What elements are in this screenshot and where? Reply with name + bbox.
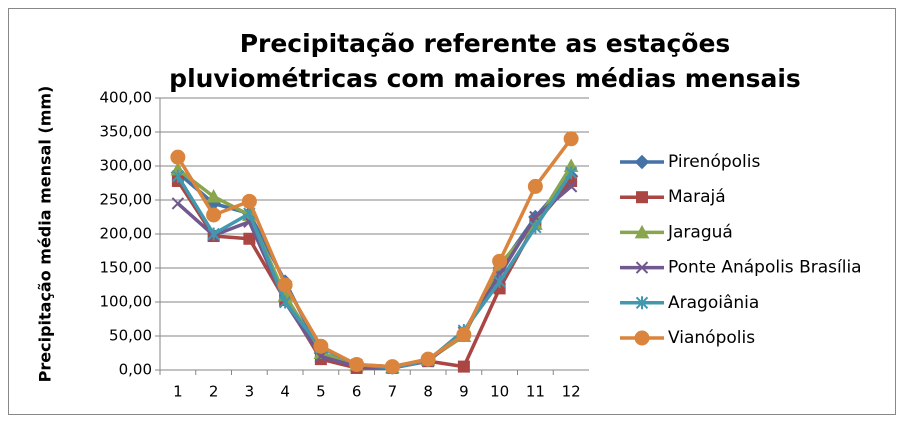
x-tick-label: 6 — [352, 383, 362, 401]
y-tick-label: 200,00 — [100, 225, 153, 243]
legend-marker — [636, 191, 648, 204]
marker — [171, 197, 185, 210]
legend-label: Marajá — [668, 187, 726, 207]
legend-marker — [635, 261, 649, 274]
legend-label: Aragoiânia — [668, 293, 759, 313]
y-axis-label: Precipitação média mensal (mm) — [36, 86, 55, 383]
x-tick-label: 2 — [209, 383, 219, 401]
x-tick-label: 5 — [316, 383, 326, 401]
x-tick-label: 1 — [173, 383, 183, 401]
y-tick-label: 50,00 — [109, 327, 152, 345]
x-tick-label: 4 — [280, 383, 290, 401]
y-tick-label: 350,00 — [100, 123, 153, 141]
marker — [420, 351, 436, 367]
legend-marker — [634, 154, 650, 170]
marker — [206, 189, 221, 203]
chart-frame — [8, 8, 896, 415]
marker — [313, 338, 329, 354]
marker — [277, 277, 293, 293]
marker — [564, 166, 578, 180]
marker — [170, 149, 186, 165]
marker — [493, 275, 506, 289]
y-tick-label: 150,00 — [100, 259, 153, 277]
x-tick-label: 12 — [562, 383, 581, 401]
y-tick-label: 0,00 — [119, 361, 152, 379]
x-tick-label: 9 — [459, 383, 469, 401]
legend-marker — [634, 330, 650, 346]
legend-label: Pirenópolis — [668, 152, 760, 172]
legend-label: Jaraguá — [667, 222, 733, 242]
chart-title: Precipitação referente as estações — [240, 29, 731, 58]
marker — [563, 131, 579, 147]
y-tick-label: 100,00 — [100, 293, 153, 311]
x-tick-label: 7 — [388, 383, 398, 401]
legend-label: Ponte Anápolis Brasília — [668, 258, 862, 278]
marker — [492, 253, 508, 269]
marker — [207, 227, 220, 241]
marker — [456, 327, 472, 343]
x-tick-label: 10 — [490, 383, 509, 401]
marker — [349, 357, 365, 373]
marker — [457, 360, 470, 373]
marker — [206, 207, 222, 223]
marker — [171, 169, 185, 183]
legend-label: Vianópolis — [668, 328, 755, 348]
y-tick-label: 300,00 — [100, 157, 153, 175]
legend-marker — [635, 296, 649, 310]
x-tick-label: 3 — [245, 383, 255, 401]
marker — [564, 180, 578, 193]
y-tick-label: 250,00 — [100, 191, 153, 209]
legend-marker — [634, 224, 650, 239]
x-tick-label: 11 — [526, 383, 545, 401]
x-tick-label: 8 — [423, 383, 433, 401]
marker — [243, 232, 256, 245]
y-tick-label: 400,00 — [100, 89, 153, 107]
marker — [241, 193, 257, 209]
marker — [384, 359, 400, 375]
chart-title: pluviométricas com maiores médias mensai… — [169, 64, 801, 93]
marker — [529, 220, 542, 234]
marker — [278, 295, 292, 309]
marker — [527, 178, 543, 194]
